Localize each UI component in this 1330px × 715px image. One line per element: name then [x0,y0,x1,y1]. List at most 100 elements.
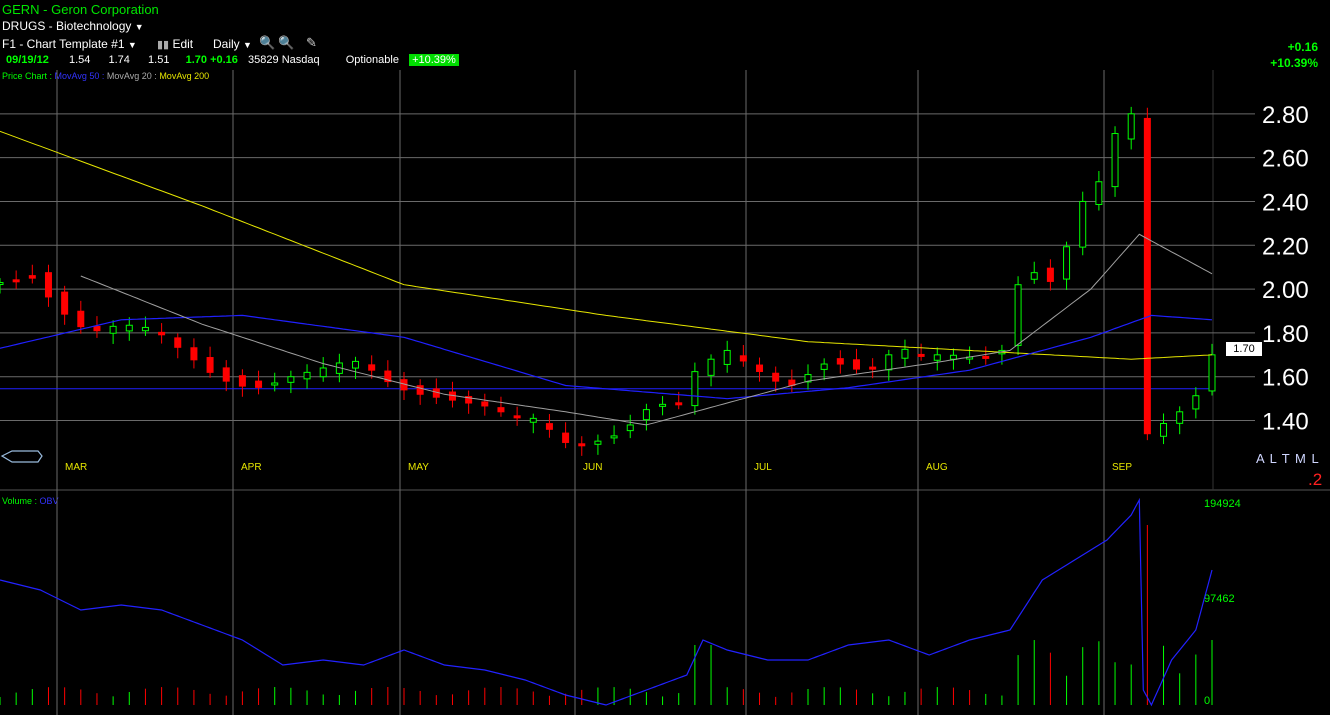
candle-body [255,380,263,388]
candle-body [933,354,941,361]
volume-tick-label: 194924 [1204,498,1241,510]
legend-ma50: MovAvg 50 : [54,71,105,81]
candle-body [562,432,570,443]
candle-body [497,407,505,413]
candle-body [1046,267,1054,282]
candle-body [303,371,311,380]
right-pct: +10.39% [1270,56,1318,70]
volume-tick-label: 97462 [1204,593,1235,605]
quote-close: 1.70 [185,54,208,66]
scale-number: .2 [1308,470,1323,489]
candle-body [1063,246,1071,280]
legend-ma20: MovAvg 20 : [106,71,157,81]
last-price-tag: 1.70 [1226,342,1262,356]
candle-body [513,415,521,419]
candle-body [675,402,683,406]
candle-body [610,435,618,439]
candle-body [1079,200,1087,248]
candle-body [901,348,909,359]
candle-body [109,325,117,334]
month-label: SEP [1112,462,1132,473]
price-tick-label: 2.40 [1262,189,1309,216]
candle-body [707,358,715,376]
ma50-line [0,314,1213,400]
month-label: MAR [65,462,87,473]
candle-body [384,370,392,383]
candle-body [0,282,4,286]
quote-volume: 35829 [248,54,279,66]
candle-body [1192,395,1200,410]
quote-change: +0.16 [210,54,238,66]
template-dropdown[interactable]: F1 - Chart Template #1 ▼ [2,37,137,51]
candle-body [158,331,166,336]
indicator-legend: Price Chart : MovAvg 50 : MovAvg 20 : Mo… [2,71,209,81]
candle-body [1030,272,1038,280]
volume-legend: Volume : OBV [2,496,59,506]
chevron-down-icon: ▼ [243,40,252,50]
candle-body [319,367,327,378]
ma20-line [80,233,1213,426]
candle-body [578,443,586,447]
edit-button[interactable]: ▮▮ Edit [157,37,193,51]
collapse-tab-icon[interactable] [2,450,40,462]
legend-obv: OBV [39,496,59,506]
price-tick-label: 2.20 [1262,233,1309,260]
candle-body [206,357,214,373]
month-label: MAY [408,462,429,473]
candle-body [287,376,295,383]
chevron-down-icon: ▼ [134,22,144,32]
price-tick-label: 1.80 [1262,321,1309,348]
candle-body [12,279,20,283]
price-tick-label: 2.00 [1262,277,1309,304]
pct-badge: +10.39% [409,54,459,66]
candle-body [1111,133,1119,188]
alt-badge[interactable]: A L T M L [1256,451,1320,466]
candle-body [125,324,133,332]
candle-body [545,423,553,430]
template-label: F1 - Chart Template #1 [2,37,125,51]
quote-low: 1.51 [148,54,170,66]
candle-body [982,355,990,359]
candle-body [836,358,844,365]
quote-date: 09/19/12 [6,54,49,66]
candle-body [1143,117,1151,435]
period-dropdown[interactable]: Daily ▼ [213,37,252,51]
candle-body [594,440,602,445]
price-tick-label: 1.40 [1262,409,1309,436]
ma200-line [0,130,1213,360]
legend-ma200: MovAvg 200 [159,71,210,81]
candle-body [352,360,360,369]
obv-line [0,497,1213,707]
candle-body [949,354,957,360]
chevron-down-icon: ▼ [127,40,137,50]
candle-body [1095,181,1103,205]
legend-price: Price Chart : [2,71,53,81]
candle-body [852,359,860,370]
candle-body [691,371,699,407]
candle-body [141,326,149,332]
quote-high: 1.74 [108,54,130,66]
candle-body [77,310,85,328]
zoom-in-icon[interactable]: 🔍 [259,35,276,50]
candle-body [869,366,877,370]
candle-body [481,401,489,407]
candle-body [739,355,747,362]
candle-body [190,347,198,361]
sector-dropdown[interactable]: DRUGS - Biotechnology ▼ [2,19,144,33]
candle-body [1127,113,1135,140]
symbol-title: GERN - Geron Corporation [2,2,159,17]
candle-body [335,362,343,374]
candle-body [44,272,52,298]
candle-body [1014,284,1022,346]
candle-body [772,372,780,382]
candle-body [93,325,101,332]
candle-body [804,374,812,383]
draw-pen-icon[interactable]: ✎ [306,35,317,50]
candle-body [1176,411,1184,424]
candle-body [416,385,424,395]
zoom-out-icon[interactable]: 🔍 [278,35,295,50]
candle-body [756,364,764,372]
candle-body [448,391,456,401]
price-tick-label: 1.60 [1262,365,1309,392]
